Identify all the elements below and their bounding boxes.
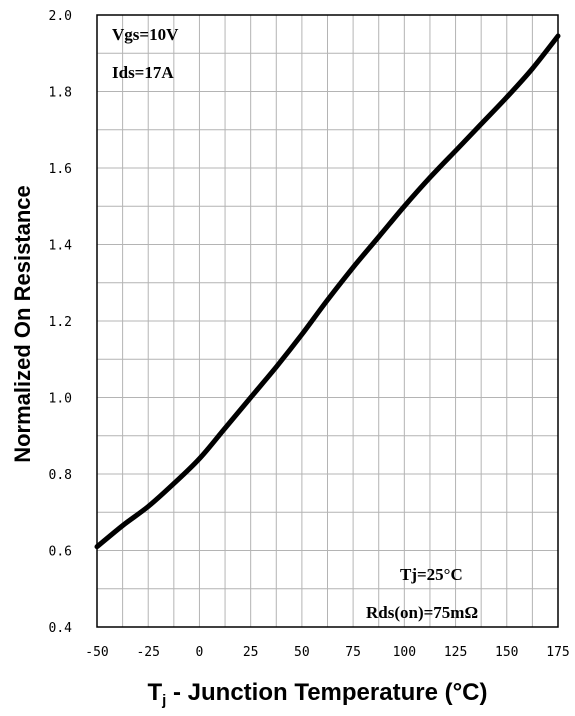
x-tick-label: 0 [196,645,204,660]
x-tick-label: 25 [243,645,259,660]
x-tick-label: 50 [294,645,310,660]
annotation-rds-on: Rds(on)=75mΩ [366,603,478,622]
y-tick-label: 1.0 [49,392,72,407]
y-tick-label: 1.2 [49,315,72,330]
annotation-ids: Ids=17A [112,63,174,82]
y-tick-label: 0.4 [49,621,73,636]
x-tick-labels: -50 -25 0 25 50 75 100 125 150 175 [85,645,569,660]
y-tick-label: 2.0 [49,9,72,24]
x-tick-label: 75 [345,645,361,660]
x-tick-label: -50 [85,645,108,660]
x-axis-title: Tj - Junction Temperature (°C) [147,679,487,709]
series-line [94,33,561,550]
x-axis-title-subscript: j [161,692,166,709]
plot-frame [96,14,559,628]
y-tick-labels: 0.4 0.6 0.8 1.0 1.2 1.4 1.6 1.8 2.0 [49,9,73,636]
x-tick-label: 100 [393,645,416,660]
x-tick-label: -25 [136,645,159,660]
x-tick-label: 175 [546,645,569,660]
y-tick-label: 1.8 [49,86,72,101]
annotation-vgs: Vgs=10V [112,25,179,44]
x-tick-label: 150 [495,645,518,660]
grid [97,15,558,627]
y-tick-label: 0.6 [49,545,72,560]
x-axis-title-symbol: T [147,679,162,706]
x-axis-title-text: - Junction Temperature (°C) [166,679,487,706]
y-tick-label: 0.8 [49,468,72,483]
x-tick-label: 125 [444,645,467,660]
annotation-tj: Tj=25°C [400,565,463,584]
y-tick-label: 1.6 [49,162,72,177]
y-tick-label: 1.4 [49,239,73,254]
y-axis-title: Normalized On Resistance [10,185,35,463]
